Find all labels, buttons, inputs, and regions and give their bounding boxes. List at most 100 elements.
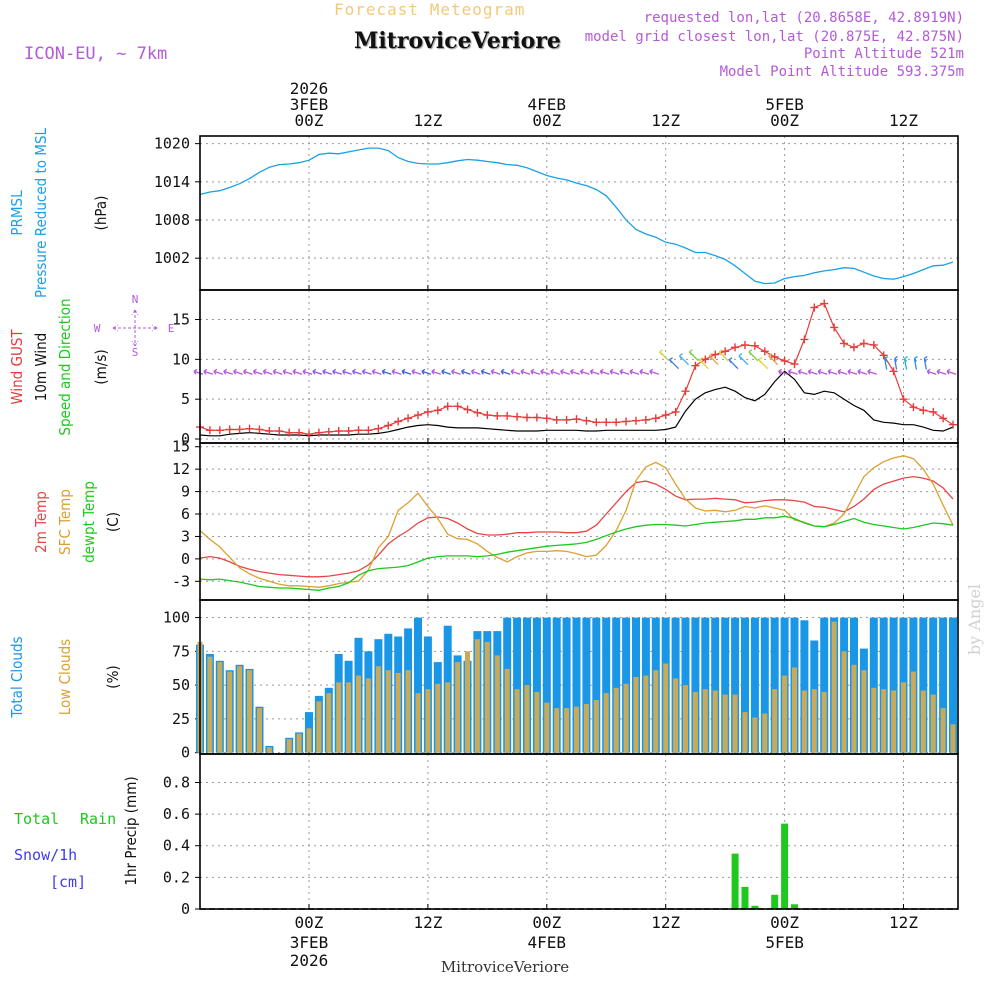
gust-marker bbox=[404, 414, 413, 423]
wind-direction-arrow bbox=[936, 368, 947, 375]
wind-direction-arrow bbox=[361, 368, 372, 375]
gust-marker bbox=[899, 395, 908, 404]
low-cloud-bar bbox=[583, 704, 589, 753]
total-cloud-bar bbox=[414, 617, 422, 753]
wind-direction-arrow bbox=[381, 368, 392, 375]
total-cloud-bar bbox=[602, 617, 611, 753]
wind-direction-arrow bbox=[758, 357, 769, 370]
gust-marker bbox=[661, 411, 670, 420]
y-tick-label: 0.8 bbox=[163, 773, 190, 791]
low-cloud-bar bbox=[455, 662, 461, 753]
low-cloud-bar bbox=[910, 671, 916, 753]
wind-direction-arrow bbox=[708, 353, 719, 366]
low-cloud-bar bbox=[574, 706, 579, 753]
gust-marker bbox=[939, 414, 948, 423]
low-cloud-bar bbox=[712, 690, 718, 753]
y-tick-label: 15 bbox=[172, 310, 190, 328]
bottom-time-label: 12Z bbox=[889, 913, 918, 932]
y-tick-label: 0 bbox=[181, 744, 190, 762]
gust-marker bbox=[790, 360, 799, 369]
low-cloud-bar bbox=[266, 747, 272, 753]
gust-marker bbox=[651, 414, 660, 423]
gust-marker bbox=[592, 418, 601, 427]
gust-marker bbox=[304, 430, 313, 439]
low-cloud-bar bbox=[494, 655, 500, 753]
gust-marker bbox=[691, 361, 700, 370]
wind-direction-arrow bbox=[193, 368, 204, 375]
y-tick-label: 0.2 bbox=[163, 868, 190, 886]
closest-coords: model grid closest lon,lat (20.875E, 42.… bbox=[584, 29, 964, 45]
gust-marker bbox=[413, 411, 422, 420]
wind-direction-arrow bbox=[262, 368, 273, 375]
low-cloud-bar bbox=[792, 667, 797, 753]
total-cloud-bar bbox=[572, 617, 581, 753]
wind-unit: (m/s) bbox=[92, 349, 110, 384]
wind-direction-arrow bbox=[678, 353, 689, 366]
total-cloud-bar bbox=[949, 617, 957, 753]
snow-label: Snow/1h bbox=[14, 846, 77, 864]
wind-direction-arrow bbox=[451, 368, 461, 375]
wind-direction-arrow bbox=[342, 368, 352, 375]
panel-frame bbox=[199, 753, 959, 910]
gust-marker bbox=[295, 428, 304, 437]
gust-marker bbox=[344, 427, 353, 436]
temp-2m-line bbox=[199, 475, 954, 578]
low-cloud-bar bbox=[950, 724, 956, 753]
bottom-time-label: 12Z bbox=[413, 913, 442, 932]
wind-direction-arrow bbox=[847, 368, 858, 375]
low-cloud-bar bbox=[346, 682, 352, 753]
top-time-label: 12Z bbox=[413, 111, 442, 130]
wind-direction-arrow bbox=[946, 368, 957, 375]
low-cloud-bar bbox=[861, 670, 867, 753]
wind-direction-arrow bbox=[351, 368, 362, 375]
low-cloud-bar bbox=[564, 708, 570, 753]
requested-coords: requested lon,lat (20.8658E, 42.8919N) bbox=[643, 10, 964, 26]
temp-sfc-line bbox=[199, 455, 954, 588]
bottom-date-label: 5FEB bbox=[765, 933, 804, 952]
wind-direction-arrow bbox=[252, 368, 263, 375]
low-cloud-bar bbox=[514, 689, 520, 753]
gust-marker bbox=[889, 367, 898, 376]
wind-10m-label: 10m Wind bbox=[32, 333, 50, 402]
y-tick-label: -3 bbox=[172, 572, 190, 590]
gust-marker bbox=[394, 417, 403, 426]
wind-direction-arrow bbox=[223, 368, 233, 375]
gust-marker bbox=[622, 417, 631, 426]
gust-marker bbox=[721, 347, 730, 356]
wind-direction-arrow bbox=[540, 368, 551, 375]
wind-direction-arrow bbox=[292, 368, 303, 375]
low-cloud-bar bbox=[375, 666, 381, 753]
rain-bar bbox=[781, 823, 789, 909]
pressure-label-msl: Pressure Reduced to MSL bbox=[32, 127, 50, 298]
low-cloud-bar bbox=[752, 717, 758, 753]
gust-marker bbox=[641, 415, 650, 424]
gust-marker bbox=[255, 425, 264, 434]
wind-direction-arrow bbox=[302, 368, 313, 375]
y-tick-label: 1008 bbox=[154, 211, 190, 229]
gust-marker bbox=[681, 387, 690, 396]
gust-marker bbox=[929, 407, 938, 416]
low-cloud-bar bbox=[356, 675, 361, 753]
low-cloud-bar bbox=[257, 708, 262, 753]
gust-marker bbox=[810, 303, 819, 312]
gust-marker bbox=[671, 407, 680, 416]
y-tick-label: 10 bbox=[172, 350, 190, 368]
top-time-label: 00Z bbox=[532, 111, 561, 130]
low-cloud-bar bbox=[395, 672, 401, 753]
total-label: Total bbox=[14, 810, 59, 828]
low-cloud-bar bbox=[653, 670, 659, 753]
gust-marker bbox=[780, 356, 789, 365]
total-cloud-bar bbox=[889, 617, 898, 753]
wind-direction-arrow bbox=[550, 368, 560, 375]
gust-marker bbox=[463, 405, 472, 414]
y-tick-label: 0 bbox=[181, 900, 190, 918]
wind-direction-arrow bbox=[923, 355, 928, 370]
total-cloud-bar bbox=[513, 617, 522, 753]
low-cloud-bar bbox=[326, 693, 332, 753]
wind-direction-arrow bbox=[926, 368, 937, 375]
wind-direction-arrow bbox=[203, 368, 214, 375]
temp-sfc-label: SFC Temp bbox=[56, 489, 74, 555]
low-cloud-bar bbox=[227, 671, 233, 753]
total-cloud-bar bbox=[879, 617, 888, 753]
wind-direction-arrow bbox=[560, 368, 570, 375]
